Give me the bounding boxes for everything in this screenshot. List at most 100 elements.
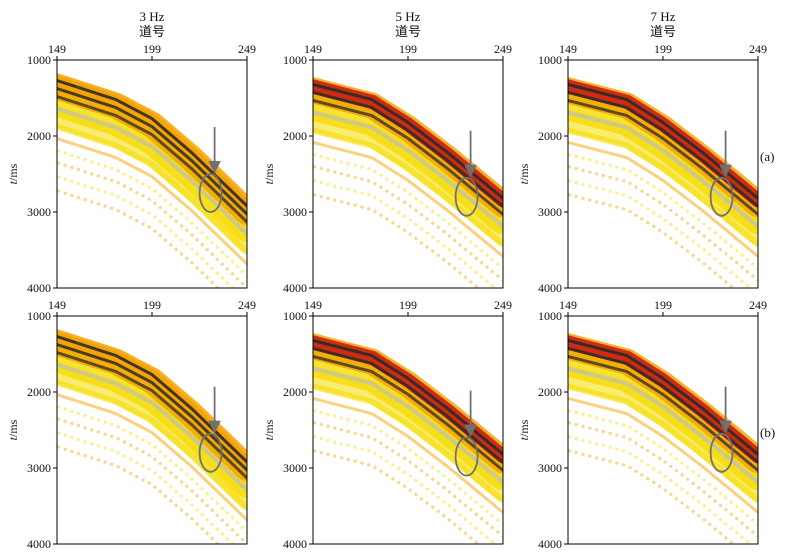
y-axis-label-unit: /ms bbox=[6, 163, 20, 181]
scattered-energy bbox=[313, 408, 503, 526]
seismic-section bbox=[313, 333, 503, 544]
y-tick-label: 2000 bbox=[27, 129, 51, 143]
wavelet-band bbox=[57, 87, 247, 216]
panel-3hz-a: 149 199 249 1000 2000 3000 4000 t/ms bbox=[6, 42, 256, 295]
col-header-xlabel: 道号 bbox=[138, 24, 165, 39]
seismic-section bbox=[568, 77, 758, 288]
seismic-section bbox=[57, 329, 247, 544]
y-tick-label: 1000 bbox=[538, 53, 562, 67]
x-tick-label: 199 bbox=[399, 298, 417, 312]
scattered-energy bbox=[568, 152, 758, 270]
wavelet-band bbox=[57, 106, 247, 236]
panel-7hz-b: 149 199 249 1000 2000 3000 4000 t/ms bbox=[517, 298, 767, 551]
y-axis-label: t/ms bbox=[262, 419, 276, 440]
wavelet-band bbox=[568, 396, 758, 514]
row-label-a: (a) bbox=[760, 149, 775, 164]
scattered-energy bbox=[568, 434, 753, 544]
x-tick-label: 149 bbox=[559, 42, 577, 56]
x-tick-label: 199 bbox=[143, 298, 161, 312]
wavelet-band bbox=[313, 110, 503, 229]
y-tick-label: 3000 bbox=[27, 205, 51, 219]
scattered-energy bbox=[313, 152, 503, 270]
y-axis-label-unit: /ms bbox=[517, 419, 531, 437]
wavelet-band bbox=[57, 137, 247, 266]
wavelet-band bbox=[313, 354, 503, 472]
scattered-energy bbox=[568, 192, 736, 288]
wavelet-band bbox=[568, 98, 758, 216]
y-axis-label-var: t bbox=[6, 180, 20, 184]
y-axis-label-var: t bbox=[517, 436, 531, 440]
wavelet-band bbox=[568, 127, 758, 248]
y-tick-label: 2000 bbox=[283, 385, 307, 399]
y-tick-label: 2000 bbox=[538, 129, 562, 143]
y-tick-label: 3000 bbox=[538, 205, 562, 219]
highlight-ellipse bbox=[454, 176, 479, 217]
x-tick-label: 199 bbox=[399, 42, 417, 56]
scattered-energy bbox=[568, 408, 758, 526]
scattered-energy bbox=[313, 448, 481, 544]
col-header-5hz: 5 Hz 道号 bbox=[368, 9, 448, 39]
scattered-energy bbox=[568, 178, 753, 288]
seismic-section bbox=[568, 333, 758, 544]
y-tick-label: 4000 bbox=[283, 281, 307, 295]
wavelet-band bbox=[313, 98, 503, 216]
wavelet-band bbox=[568, 366, 758, 485]
x-tick-label: 249 bbox=[238, 42, 256, 56]
y-axis-label-var: t bbox=[6, 436, 20, 440]
y-axis-label: t/ms bbox=[6, 163, 20, 184]
y-tick-label: 4000 bbox=[538, 537, 562, 551]
y-axis-label-var: t bbox=[517, 180, 531, 184]
col-header-freq: 7 Hz bbox=[650, 9, 676, 24]
x-tick-label: 149 bbox=[304, 298, 322, 312]
y-tick-label: 1000 bbox=[27, 53, 51, 67]
x-tick-label: 249 bbox=[494, 298, 512, 312]
wavelet-band bbox=[313, 140, 503, 258]
y-tick-label: 4000 bbox=[283, 537, 307, 551]
col-header-freq: 3 Hz bbox=[139, 9, 165, 24]
wavelet-band bbox=[313, 366, 503, 485]
y-axis-label-unit: /ms bbox=[6, 419, 20, 437]
x-tick-label: 149 bbox=[304, 42, 322, 56]
wavelet-band bbox=[313, 383, 503, 504]
x-tick-label: 249 bbox=[238, 298, 256, 312]
wavelet-band bbox=[57, 123, 247, 255]
col-header-3hz: 3 Hz 道号 bbox=[112, 9, 192, 39]
y-axis-label: t/ms bbox=[517, 163, 531, 184]
wavelet-band bbox=[568, 140, 758, 258]
col-header-freq: 5 Hz bbox=[395, 9, 421, 24]
highlight-ellipse bbox=[709, 432, 734, 473]
col-header-xlabel: 道号 bbox=[394, 24, 421, 39]
x-tick-label: 149 bbox=[559, 298, 577, 312]
highlight-ellipse bbox=[709, 176, 734, 217]
y-tick-label: 1000 bbox=[27, 309, 51, 323]
scattered-energy bbox=[313, 164, 503, 282]
y-tick-label: 4000 bbox=[27, 537, 51, 551]
scattered-energy bbox=[313, 178, 498, 288]
scattered-energy bbox=[313, 192, 481, 288]
highlight-ellipse bbox=[198, 173, 223, 213]
x-tick-label: 149 bbox=[48, 42, 66, 56]
y-axis-label: t/ms bbox=[262, 163, 276, 184]
x-tick-label: 199 bbox=[143, 42, 161, 56]
y-axis-label-unit: /ms bbox=[262, 163, 276, 181]
panel-5hz-b: 149 199 249 1000 2000 3000 4000 t/ms bbox=[262, 298, 512, 551]
wavelet-band bbox=[313, 127, 503, 248]
y-tick-label: 1000 bbox=[283, 309, 307, 323]
highlight-ellipse bbox=[454, 436, 479, 477]
col-header-7hz: 7 Hz 道号 bbox=[623, 9, 703, 39]
y-tick-label: 1000 bbox=[538, 309, 562, 323]
y-axis-label-var: t bbox=[262, 180, 276, 184]
y-tick-label: 3000 bbox=[283, 461, 307, 475]
x-tick-label: 249 bbox=[749, 42, 767, 56]
col-header-xlabel: 道号 bbox=[649, 24, 676, 39]
y-axis-label-unit: /ms bbox=[517, 163, 531, 181]
x-tick-label: 249 bbox=[749, 298, 767, 312]
x-tick-label: 199 bbox=[654, 42, 672, 56]
wavelet-band bbox=[313, 338, 503, 456]
highlight-ellipse bbox=[198, 432, 223, 473]
y-axis-label-unit: /ms bbox=[262, 419, 276, 437]
y-tick-label: 2000 bbox=[538, 385, 562, 399]
y-tick-label: 2000 bbox=[27, 385, 51, 399]
row-label-b: (b) bbox=[760, 425, 776, 440]
